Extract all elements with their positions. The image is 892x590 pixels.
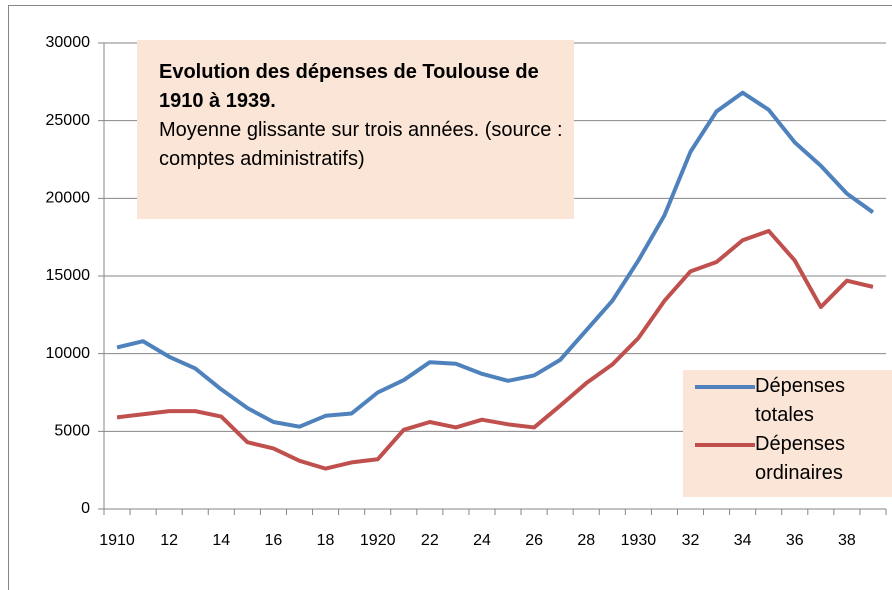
x-tick-label: 16 <box>265 532 283 549</box>
x-tick-label: 36 <box>786 532 804 549</box>
chart-title: Evolution des dépenses de Toulouse de 19… <box>159 61 539 112</box>
y-tick-label: 20000 <box>46 190 91 207</box>
x-tick-label: 34 <box>734 532 752 549</box>
x-tick-label: 22 <box>421 532 439 549</box>
x-tick-label: 1920 <box>360 532 396 549</box>
legend-swatch <box>695 443 755 447</box>
x-tick-label: 24 <box>473 532 491 549</box>
title-box: Evolution des dépenses de Toulouse de 19… <box>137 40 574 219</box>
y-tick-label: 10000 <box>46 345 91 362</box>
x-tick-label: 38 <box>838 532 856 549</box>
y-tick-label: 25000 <box>46 112 91 129</box>
series-line <box>116 228 874 471</box>
chart-frame <box>8 5 892 590</box>
legend-label: Dépenses totales <box>755 375 846 426</box>
x-tick-label: 18 <box>317 532 335 549</box>
y-tick-label: 30000 <box>46 34 91 51</box>
y-tick-label: 15000 <box>46 267 91 284</box>
x-tick-label: 12 <box>160 532 178 549</box>
chart-subtitle: Moyenne glissante sur trois années. (sou… <box>159 119 563 170</box>
legend-label: Dépenses ordinaires <box>755 433 846 484</box>
y-tick-label: 5000 <box>54 423 90 440</box>
legend-swatch <box>695 385 755 389</box>
y-tick-label: 0 <box>81 500 90 517</box>
x-tick-label: 32 <box>682 532 700 549</box>
x-tick-label: 28 <box>577 532 595 549</box>
series-line <box>116 90 875 429</box>
x-tick-label: 1910 <box>99 532 135 549</box>
legend-item: Dépenses totales <box>695 372 892 430</box>
x-tick-label: 14 <box>212 532 230 549</box>
legend: Dépenses totales Dépenses ordinaires <box>683 370 892 497</box>
x-tick-label: 26 <box>525 532 543 549</box>
legend-item: Dépenses ordinaires <box>695 430 892 488</box>
x-tick-label: 1930 <box>621 532 657 549</box>
